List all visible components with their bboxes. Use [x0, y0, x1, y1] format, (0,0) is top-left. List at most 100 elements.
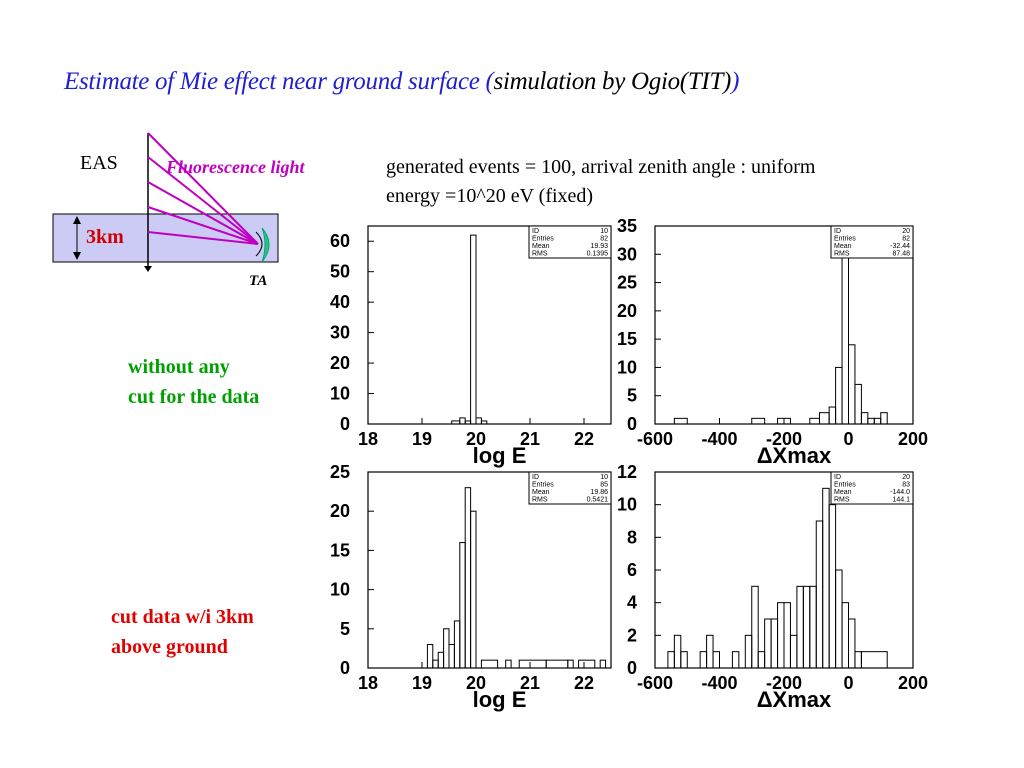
y-tick-label: 15: [617, 329, 637, 349]
y-tick-label: 50: [330, 262, 350, 282]
y-tick-label: 0: [627, 414, 637, 434]
title-end: ): [731, 68, 740, 95]
x-tick-label: 18: [358, 429, 378, 449]
histogram-bar: [796, 585, 804, 669]
histogram-bar: [815, 520, 824, 669]
telescope-mirror-icon: [261, 227, 270, 263]
x-tick-label: 21: [520, 673, 540, 693]
title-sub: simulation by Ogio(TIT): [493, 68, 732, 95]
histogram-bar: [822, 487, 830, 669]
y-tick-label: 10: [330, 384, 350, 404]
histogram-bar: [518, 659, 547, 669]
x-tick-label: 0: [843, 673, 853, 693]
histogram-bar: [854, 383, 862, 425]
y-tick-label: 10: [617, 495, 637, 515]
stats-key: Mean: [834, 489, 852, 496]
stats-key: Entries: [532, 236, 554, 243]
y-tick-label: 0: [340, 414, 350, 434]
histogram-bar: [680, 651, 688, 669]
stats-box: [830, 225, 914, 259]
stats-key: Entries: [532, 482, 554, 489]
stats-box: [528, 225, 612, 259]
y-tick-label: 6: [627, 560, 637, 580]
y-tick-label: 40: [330, 292, 350, 312]
stats-value: 85: [600, 482, 608, 489]
stats-value: 0.5421: [587, 497, 609, 504]
stats-key: ID: [834, 474, 841, 481]
stats-key: ID: [532, 228, 539, 235]
histogram-bar: [848, 344, 856, 425]
y-tick-label: 20: [617, 301, 637, 321]
fluorescence-rays: [147, 132, 259, 245]
x-tick-label: 20: [466, 429, 486, 449]
y-tick-label: 0: [627, 658, 637, 678]
stats-value: 10: [600, 228, 608, 235]
y-tick-label: 0: [340, 658, 350, 678]
stats-value: 19.93: [590, 243, 608, 250]
x-tick-label: -600: [637, 429, 673, 449]
histogram-bar: [437, 651, 445, 669]
histogram-bar: [777, 602, 785, 669]
y-tick-label: 8: [627, 527, 637, 547]
y-tick-label: 10: [330, 580, 350, 600]
histogram-bar: [451, 420, 461, 425]
stats-key: Entries: [834, 236, 856, 243]
stats-value: 144.1: [892, 497, 910, 504]
stats-value: 10: [600, 474, 608, 481]
histogram-bar: [464, 487, 472, 669]
height-label: 3km: [86, 226, 124, 248]
histogram-bar: [835, 366, 843, 425]
y-tick-label: 12: [617, 462, 637, 482]
stats-value: -32.44: [890, 243, 910, 250]
histogram-bar: [475, 417, 482, 425]
x-tick-label: -600: [637, 673, 673, 693]
y-tick-label: 25: [617, 273, 637, 293]
histogram-bar: [848, 618, 856, 669]
y-tick-label: 2: [627, 625, 637, 645]
note-cut: cut data w/i 3km above ground: [111, 602, 254, 662]
x-tick-label: -200: [766, 429, 802, 449]
histogram-bar: [470, 234, 477, 425]
histogram-bar: [464, 420, 472, 425]
histogram-bar: [809, 585, 817, 669]
y-tick-label: 30: [330, 323, 350, 343]
simulation-info: generated events = 100, arrival zenith a…: [386, 153, 815, 211]
stats-value: 83: [902, 482, 910, 489]
info-line-2: energy =10^20 eV (fixed): [386, 185, 594, 207]
histogram-bar: [828, 504, 837, 669]
histogram-bar: [443, 628, 450, 669]
stats-value: 0.1395: [587, 251, 609, 258]
y-tick-label: 5: [627, 386, 637, 406]
histogram-bar: [770, 618, 779, 669]
fluorescence-label: Fluorescence light: [166, 157, 305, 177]
histogram-bar: [789, 634, 798, 669]
histogram-bar: [809, 417, 820, 425]
histogram-bar: [860, 412, 869, 425]
height-arrow-up-icon: [73, 216, 81, 224]
histogram-bar: [567, 659, 574, 669]
histogram-bar: [706, 634, 714, 669]
histogram-bar: [673, 417, 688, 425]
histogram-bar: [835, 569, 843, 669]
height-arrow-down-icon: [73, 252, 81, 260]
histogram-bar: [880, 412, 888, 425]
stats-value: -144.0: [890, 489, 910, 496]
stats-value: 82: [600, 236, 608, 243]
y-tick-label: 60: [330, 231, 350, 251]
stats-value: 19.86: [590, 489, 608, 496]
stats-key: RMS: [834, 251, 850, 258]
y-tick-label: 25: [330, 462, 350, 482]
histogram-bar: [470, 510, 477, 669]
histogram-bar: [432, 659, 439, 669]
y-tick-label: 15: [330, 540, 350, 560]
x-axis-label: ΔXmax: [757, 443, 832, 468]
histogram-bar: [751, 585, 759, 669]
histogram-bar: [841, 242, 849, 425]
histogram-bar: [854, 651, 862, 669]
histogram-bar: [818, 412, 830, 425]
histogram-bar: [777, 417, 791, 425]
histogram-bar: [783, 602, 791, 669]
x-tick-label: 22: [574, 429, 594, 449]
